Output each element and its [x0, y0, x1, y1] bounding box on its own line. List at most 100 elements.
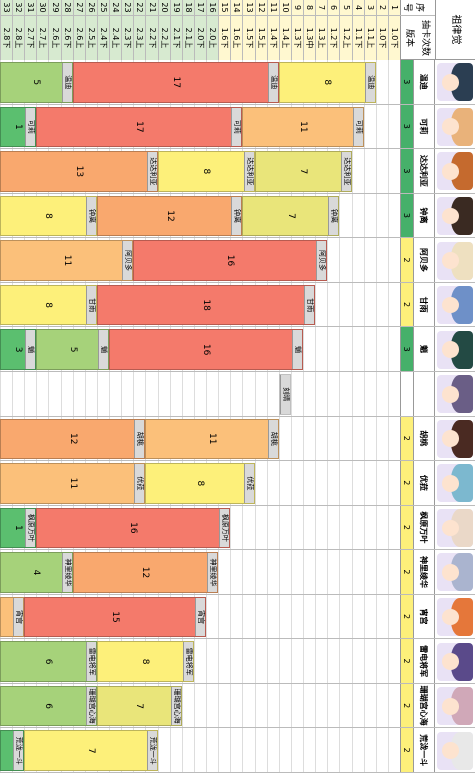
row-version: 1.6下 — [220, 27, 230, 49]
band-label: 可莉 — [231, 107, 242, 147]
grid-cell — [290, 550, 304, 594]
grid-cell — [375, 149, 388, 193]
row-version: 1.2上 — [341, 27, 351, 49]
character-avatar — [437, 63, 473, 102]
band-label: 刻晴 — [279, 374, 290, 414]
grid-cell — [387, 461, 400, 505]
grid-cell — [242, 728, 255, 772]
row-number: 1 — [388, 0, 400, 16]
grid-cell — [387, 238, 400, 282]
grid-cell — [375, 505, 388, 550]
band-label: 神里绫华 — [61, 553, 72, 592]
grid-cell — [254, 505, 267, 550]
grid-cell — [48, 371, 61, 416]
grid-cell — [242, 639, 255, 683]
grid-cell — [96, 371, 110, 416]
grid-cell — [290, 639, 304, 683]
band-label: 枫原万叶 — [219, 508, 230, 548]
grid-cell — [315, 728, 328, 772]
pull-band: 神里绫华 12 — [72, 552, 219, 593]
left-header: 序号 抽卡次数 版本 — [400, 0, 435, 60]
grid-cell — [363, 683, 376, 728]
grid-cell — [218, 683, 231, 728]
row-label: 27 2.6上 — [72, 0, 85, 60]
character-column: 达达利亚 3 达达利亚 7 达达利亚 8 达达利亚 13 — [0, 149, 475, 194]
character-count: 2 — [400, 282, 413, 327]
row-number: 29 — [49, 0, 61, 16]
row-label: 33 2.8下 — [0, 0, 13, 60]
pull-band: 珊瑚宫心海 7 — [96, 685, 182, 727]
grid-cell — [266, 728, 279, 772]
band-label: 魈 — [25, 330, 36, 369]
grid-cell — [327, 505, 340, 550]
band-value: 3 — [13, 346, 24, 353]
band-value: 12 — [164, 210, 175, 222]
grid-cell — [339, 639, 352, 683]
grid-cell — [363, 149, 376, 193]
character-name: 雷电将军 — [413, 639, 435, 683]
band-label: 宵宫 — [13, 597, 24, 637]
pull-band: 荒泷一斗 — [0, 730, 25, 771]
grid-cell — [375, 594, 388, 639]
row-version: 2.1下 — [171, 27, 181, 49]
grid-cell — [230, 371, 243, 416]
row-label: 8 1.3中 — [303, 0, 316, 60]
grid-cell — [242, 683, 255, 728]
row-number: 4 — [352, 0, 364, 16]
pull-band: 神里绫华 4 — [0, 552, 73, 593]
row-label: 25 2.4下 — [96, 0, 110, 60]
pull-band: 魈 16 — [109, 329, 304, 370]
band-value: 16 — [128, 522, 139, 534]
row-label: 12 1.5上 — [254, 0, 267, 60]
band-value: 8 — [195, 480, 206, 487]
band-label: 胡桃 — [134, 419, 145, 459]
avatar-face — [442, 73, 460, 91]
band-label: 珊瑚宫心海 — [170, 686, 181, 726]
row-label: 24 2.4上 — [109, 0, 122, 60]
grid-cell — [315, 505, 328, 550]
band-value: 1 — [13, 123, 24, 130]
grid-cell — [242, 594, 255, 639]
grid-cell — [375, 193, 388, 238]
row-version: 1.5上 — [256, 27, 266, 49]
row-number: 9 — [291, 0, 304, 16]
row-version: 1.3中 — [305, 27, 315, 49]
row-version: 1.4上 — [280, 27, 290, 49]
band-value: 5 — [31, 79, 42, 86]
row-number: 20 — [158, 0, 170, 16]
character-avatar — [437, 598, 473, 637]
row-label: 11 1.4下 — [266, 0, 279, 60]
grid-cell — [230, 550, 243, 594]
grid-cell — [351, 594, 364, 639]
grid-cell — [266, 683, 279, 728]
character-column: 阿贝多 2 阿贝多 16 阿贝多 11 — [0, 238, 475, 283]
grid-cell — [109, 371, 122, 416]
grid-cell — [278, 550, 291, 594]
grid-cell — [290, 683, 304, 728]
grid-cell — [351, 371, 364, 416]
pull-band: 胡桃 11 — [145, 418, 279, 460]
grid-cell — [339, 505, 352, 550]
grid-cell — [278, 728, 291, 772]
grid-cell — [363, 238, 376, 282]
character-name: 珊瑚宫心海 — [413, 683, 435, 728]
row-version: 2.4下 — [99, 27, 109, 49]
row-label: 17 2.0下 — [193, 0, 207, 60]
row-number: 6 — [328, 0, 340, 16]
band-value: 11 — [61, 254, 72, 267]
band-label: 温迪 — [267, 63, 278, 102]
grid-cell — [315, 594, 328, 639]
row-number: 25 — [97, 0, 110, 16]
band-label: 甘雨 — [85, 285, 96, 325]
row-number: 12 — [255, 0, 267, 16]
row-number: 19 — [170, 0, 182, 16]
grid-cell — [315, 550, 328, 594]
grid-cell — [387, 282, 400, 327]
grid-cell — [254, 639, 267, 683]
pull-band: 优菈 8 — [145, 463, 255, 504]
row-number: 32 — [13, 0, 25, 16]
grid-cell — [387, 416, 400, 461]
grid-cell — [181, 371, 194, 416]
character-count: 2 — [400, 416, 413, 461]
